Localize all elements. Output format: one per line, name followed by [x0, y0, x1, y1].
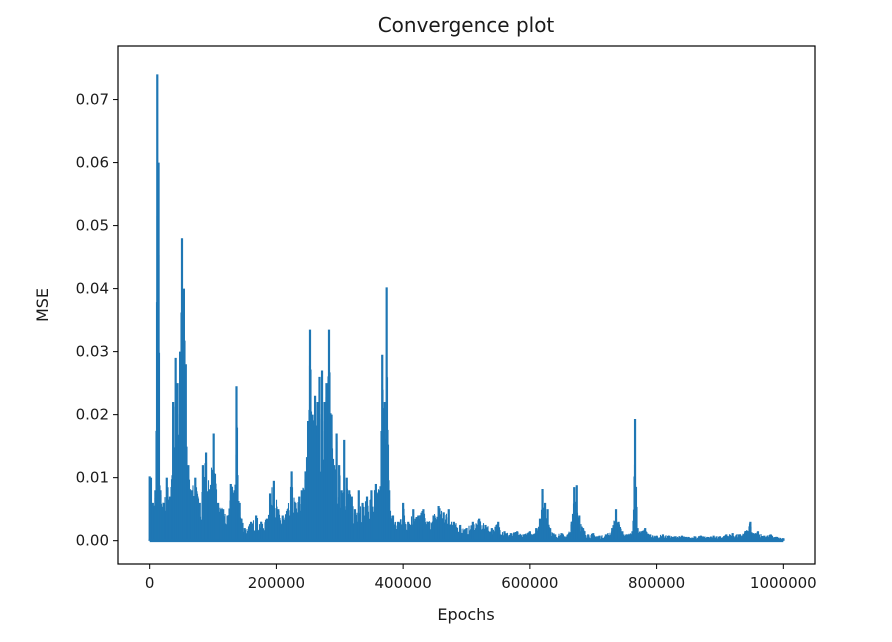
x-tick-label: 0	[145, 574, 155, 592]
x-axis-ticks: 0 200000 400000 600000 800000 1000000	[145, 564, 817, 592]
x-tick-label: 600000	[501, 574, 558, 592]
x-tick-label: 1000000	[750, 574, 817, 592]
y-tick-label: 0.02	[76, 406, 109, 424]
axes-frame	[117, 45, 816, 565]
y-tick-label: 0.07	[76, 91, 109, 109]
y-tick-label: 0.03	[76, 343, 109, 361]
y-tick-label: 0.01	[76, 469, 109, 487]
y-tick-label: 0.05	[76, 217, 109, 235]
x-axis-title: Epochs	[437, 605, 494, 624]
y-tick-label: 0.06	[76, 154, 109, 172]
x-tick-label: 800000	[628, 574, 685, 592]
x-tick-label: 400000	[375, 574, 432, 592]
plot-area	[117, 45, 816, 565]
y-axis-title: MSE	[33, 288, 52, 322]
x-tick-label: 200000	[248, 574, 305, 592]
y-tick-label: 0.00	[76, 532, 109, 550]
y-axis-ticks: 0.00 0.01 0.02 0.03 0.04 0.05 0.06 0.07	[76, 91, 118, 550]
y-tick-label: 0.04	[76, 280, 109, 298]
data-layer	[148, 74, 785, 543]
chart-title: Convergence plot	[378, 13, 555, 37]
